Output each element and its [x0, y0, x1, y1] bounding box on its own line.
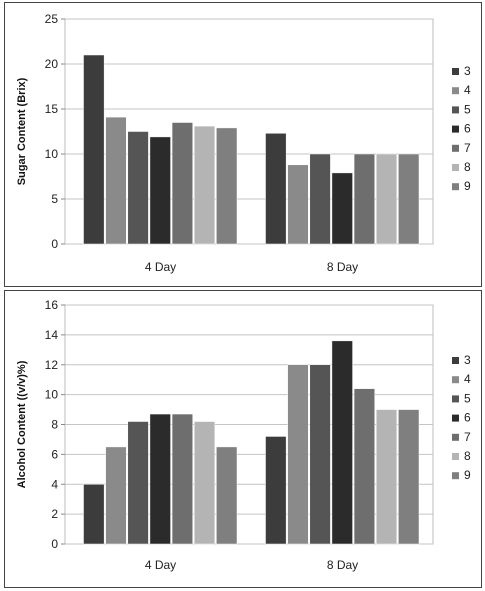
legend-label-3: 3: [464, 64, 471, 78]
bar-series-5-8-day: [309, 153, 331, 245]
y-tick-label: 25: [45, 12, 59, 26]
bar-series-9-4-day: [216, 127, 238, 245]
legend-swatch-3: [452, 357, 459, 364]
y-tick-label: 15: [45, 102, 59, 116]
legend-label-9: 9: [464, 179, 471, 193]
bar-series-3-8-day: [265, 436, 287, 545]
legend-swatch-5: [452, 395, 459, 403]
legend-swatch-7: [452, 433, 459, 441]
sugar-chart-panel: 0 5 10 15 20 25 Sugar Content (Brix) 4 Day 8 Day…: [4, 2, 482, 287]
legend-swatch-6: [452, 414, 459, 422]
bar-series-3-4-day: [83, 54, 105, 245]
bar-series-6-4-day: [149, 413, 171, 545]
bar-series-9-8-day: [398, 153, 420, 245]
y-axis-label: Sugar Content (Brix): [16, 77, 28, 185]
legend-swatch-6: [452, 125, 459, 133]
bar-series-4-4-day: [105, 116, 127, 245]
bar-series-7-8-day: [353, 153, 375, 245]
y-tick-label: 0: [51, 237, 58, 251]
bar-series-5-4-day: [127, 131, 149, 245]
bar-series-7-4-day: [171, 413, 193, 545]
alcohol-chart-panel: 0 2 4 6 8 10 12 14 16 Alcohol Content ((v/v)%) 4 D…: [4, 290, 482, 588]
legend-label-8: 8: [464, 160, 471, 174]
x-category-label: 4 Day: [145, 558, 176, 572]
sugar-chart: 0 5 10 15 20 25 Sugar Content (Brix) 4 Day 8 Day…: [16, 12, 471, 274]
bar-series-9-8-day: [398, 409, 420, 545]
legend-label-7: 7: [464, 430, 471, 444]
legend-swatch-3: [452, 68, 459, 75]
legend-swatch-8: [452, 164, 459, 171]
bar-series-6-8-day: [331, 172, 353, 245]
bar-series-5-8-day: [309, 364, 331, 545]
bar-series-4-4-day: [105, 446, 127, 545]
legend-label-4: 4: [464, 372, 471, 386]
bar-series-8-4-day: [193, 125, 216, 245]
legend-swatch-4: [452, 87, 459, 95]
legend-label-6: 6: [464, 122, 471, 136]
alcohol-chart: 0 2 4 6 8 10 12 14 16 Alcohol Content ((v/v)%) 4 D…: [16, 298, 471, 572]
legend-label-3: 3: [464, 353, 471, 367]
y-tick-label: 6: [51, 447, 58, 461]
legend-swatch-7: [452, 144, 459, 152]
bar-series-4-8-day: [287, 164, 309, 245]
x-category-label: 8 Day: [327, 260, 358, 274]
legend-label-6: 6: [464, 411, 471, 425]
bar-series-3-4-day: [83, 484, 105, 545]
bar-series-3-8-day: [265, 133, 287, 245]
x-category-label: 8 Day: [327, 558, 358, 572]
legend-swatch-8: [452, 453, 459, 460]
bar-series-9-4-day: [216, 446, 238, 545]
y-tick-label: 8: [51, 418, 58, 432]
y-tick-label: 14: [45, 328, 59, 342]
y-axis-label: Alcohol Content ((v/v)%): [16, 360, 28, 488]
bar-series-4-8-day: [287, 364, 309, 545]
legend-label-7: 7: [464, 141, 471, 155]
bar-series-6-4-day: [149, 136, 171, 245]
legend-label-9: 9: [464, 468, 471, 482]
legend-label-5: 5: [464, 102, 471, 116]
y-tick-label: 0: [51, 537, 58, 551]
y-tick-label: 20: [45, 57, 59, 71]
legend-label-4: 4: [464, 83, 471, 97]
y-tick-label: 5: [51, 192, 58, 206]
y-tick-label: 10: [45, 147, 59, 161]
bar-series-7-4-day: [171, 122, 193, 245]
legend-label-8: 8: [464, 449, 471, 463]
y-tick-label: 2: [51, 507, 58, 521]
bar-series-7-8-day: [353, 388, 375, 545]
legend-label-5: 5: [464, 391, 471, 405]
bar-series-5-4-day: [127, 421, 149, 545]
y-tick-label: 10: [45, 388, 59, 402]
y-tick-label: 12: [45, 358, 59, 372]
bar-series-8-4-day: [193, 421, 216, 545]
y-tick-label: 16: [45, 298, 59, 312]
bar-series-8-8-day: [375, 153, 398, 245]
legend-swatch-5: [452, 106, 459, 114]
bar-series-6-8-day: [331, 340, 353, 545]
bar-series-8-8-day: [375, 409, 398, 545]
legend-swatch-9: [452, 472, 459, 480]
legend-swatch-9: [452, 183, 459, 191]
y-tick-label: 4: [51, 477, 58, 491]
x-category-label: 4 Day: [145, 260, 176, 274]
legend-swatch-4: [452, 376, 459, 384]
